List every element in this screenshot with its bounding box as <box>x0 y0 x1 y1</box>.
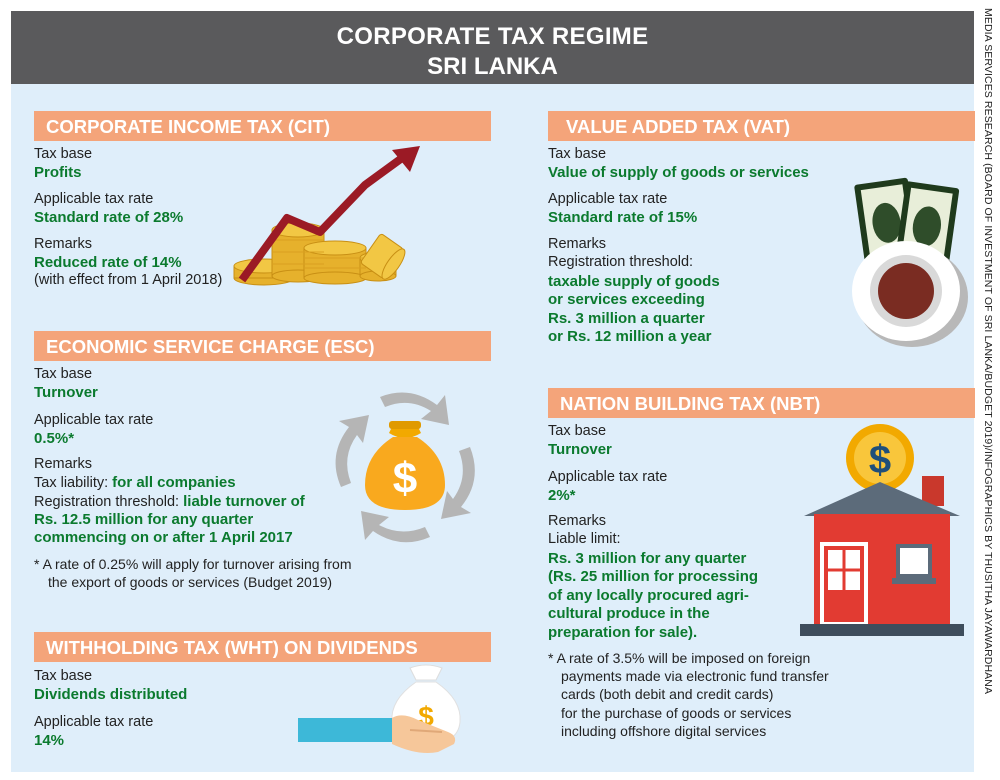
esc-title: ECONOMIC SERVICE CHARGE (ESC) <box>34 331 491 361</box>
nbt-dollar-sign: $ <box>869 438 891 482</box>
vat-threshold-value-3: Rs. 3 million a quarter <box>548 310 705 327</box>
header-banner: CORPORATE TAX REGIME SRI LANKA <box>11 11 974 84</box>
cit-remarks-note: (with effect from 1 April 2018) <box>34 272 223 288</box>
vat-base-label: Tax base <box>548 146 607 162</box>
vat-rate-value: Standard rate of 15% <box>548 209 698 226</box>
nbt-limit-3: of any locally procured agri- <box>548 587 749 604</box>
credit-text: MEDIA SERVICES RESEARCH (BOARD OF INVEST… <box>982 8 994 695</box>
nbt-remarks-label: Remarks <box>548 513 607 529</box>
credit-strip: MEDIA SERVICES RESEARCH (BOARD OF INVEST… <box>978 8 998 774</box>
nbt-rate-label: Applicable tax rate <box>548 469 668 485</box>
esc-liability-label: Tax liability: <box>34 475 109 491</box>
cit-rate-value: Standard rate of 28% <box>34 209 184 226</box>
esc-footnote-1: * A rate of 0.25% will apply for turnove… <box>34 556 352 572</box>
nbt-footnote-4: for the purchase of goods or services <box>561 705 792 721</box>
wht-title: WITHHOLDING TAX (WHT) ON DIVIDENDS <box>34 632 491 662</box>
cit-title: CORPORATE INCOME TAX (CIT) <box>34 111 491 141</box>
nbt-base-label: Tax base <box>548 423 607 439</box>
vat-threshold-value-2: or services exceeding <box>548 291 705 308</box>
wht-base-value: Dividends distributed <box>34 686 188 703</box>
esc-base-label: Tax base <box>34 366 93 382</box>
banknotes-coffee-icon <box>852 177 968 347</box>
hand-money-bag-icon: $ <box>298 664 461 753</box>
nbt-limit-2: (Rs. 25 million for processing <box>548 568 759 585</box>
vat-title: VALUE ADDED TAX (VAT) <box>548 111 975 141</box>
nbt-limit-5: preparation for sale). <box>548 624 698 641</box>
esc-threshold-value-1: liable turnover of <box>183 493 305 510</box>
esc-threshold-value-2: Rs. 12.5 million for any quarter <box>34 511 254 528</box>
wht-base-label: Tax base <box>34 668 93 684</box>
nbt-footnote-3: cards (both debit and credit cards) <box>561 686 774 702</box>
vat-threshold-label: Registration threshold: <box>548 254 694 270</box>
esc-liability-value: for all companies <box>112 474 236 491</box>
esc-threshold-label: Registration threshold: <box>34 494 180 510</box>
nbt-footnote-5: including offshore digital services <box>561 723 767 739</box>
vat-remarks-label: Remarks <box>548 236 607 252</box>
page-subtitle: SRI LANKA <box>427 53 558 80</box>
esc-remarks-label: Remarks <box>34 456 93 472</box>
vat-base-value: Value of supply of goods or services <box>548 164 809 181</box>
nbt-limit-4: cultural produce in the <box>548 605 710 622</box>
coins-rising-arrow-icon <box>233 146 420 286</box>
esc-threshold-value-3: commencing on or after 1 April 2017 <box>34 529 293 546</box>
vat-rate-label: Applicable tax rate <box>548 191 668 207</box>
nbt-base-value: Turnover <box>548 441 612 458</box>
vat-threshold-value-1: taxable supply of goods <box>548 273 720 290</box>
cit-remarks-value: Reduced rate of 14% <box>34 254 182 271</box>
esc-base-value: Turnover <box>34 384 98 401</box>
nbt-title: NATION BUILDING TAX (NBT) <box>548 388 975 418</box>
esc-rate-label: Applicable tax rate <box>34 412 154 428</box>
esc-threshold: Registration threshold: liable turnover … <box>34 493 305 511</box>
cit-base-label: Tax base <box>34 146 93 162</box>
nbt-rate-value: 2%* <box>548 487 576 504</box>
money-bag-cycle-icon: $ <box>335 392 475 543</box>
vat-threshold-value-4: or Rs. 12 million a year <box>548 328 712 345</box>
nbt-footnote-1: * A rate of 3.5% will be imposed on fore… <box>548 650 811 666</box>
nbt-footnote-2: payments made via electronic fund transf… <box>561 668 829 684</box>
esc-dollar-sign: $ <box>393 454 417 503</box>
page-title: CORPORATE TAX REGIME <box>336 23 649 50</box>
cit-rate-label: Applicable tax rate <box>34 191 154 207</box>
nbt-limit-1: Rs. 3 million for any quarter <box>548 550 747 567</box>
wht-rate-label: Applicable tax rate <box>34 714 154 730</box>
esc-rate-value: 0.5%* <box>34 430 75 447</box>
esc-liability: Tax liability: for all companies <box>34 474 236 492</box>
esc-footnote-2: the export of goods or services (Budget … <box>48 574 333 590</box>
house-dollar-coin-icon: $ <box>800 424 964 636</box>
wht-rate-value: 14% <box>34 732 65 749</box>
cit-remarks-label: Remarks <box>34 236 93 252</box>
nbt-liable-label: Liable limit: <box>548 531 621 547</box>
cit-base-value: Profits <box>34 164 82 181</box>
